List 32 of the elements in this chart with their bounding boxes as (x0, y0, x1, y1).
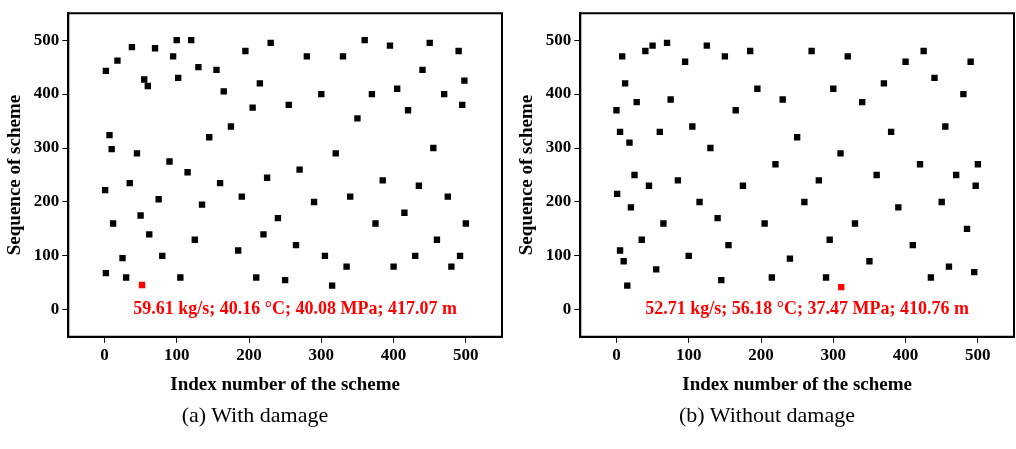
x-tick-label: 400 (892, 345, 919, 365)
x-tick-label: 500 (453, 345, 479, 365)
x-tick-label: 200 (748, 345, 774, 365)
x-tick-label: 200 (236, 345, 262, 365)
x-tick-label: 100 (675, 345, 702, 365)
y-tick-label: 300 (33, 137, 60, 157)
y-tick-label: 400 (545, 83, 572, 103)
x-tick-label: 500 (965, 345, 991, 365)
x-axis-title: Index number of the scheme (682, 372, 913, 394)
x-tick-label: 300 (308, 345, 335, 365)
y-tick-label: 200 (545, 191, 572, 211)
annotation: 52.71 kg/s; 56.18 °C; 37.47 MPa; 410.76 m (645, 298, 969, 319)
y-tick-label: 500 (545, 29, 572, 49)
y-tick-label: 100 (545, 245, 572, 265)
x-tick-label: 0 (612, 345, 621, 365)
x-tick-label: 100 (163, 345, 190, 365)
y-tick-label: 200 (33, 191, 60, 211)
y-tick-label: 0 (50, 299, 60, 319)
y-tick-label: 500 (33, 29, 60, 49)
y-axis-title: Sequence of scheme (3, 94, 25, 256)
y-tick-label: 400 (33, 83, 60, 103)
annotation: 59.61 kg/s; 40.16 °C; 40.08 MPa; 417.07 m (133, 298, 457, 319)
y-tick-label: 100 (33, 245, 60, 265)
x-tick-label: 400 (380, 345, 407, 365)
x-axis-title: Index number of the scheme (170, 372, 401, 394)
x-tick-label: 300 (820, 345, 847, 365)
text: (a) With damage (180, 402, 330, 428)
y-tick-label: 300 (545, 137, 572, 157)
y-axis-title: Sequence of scheme (515, 94, 537, 256)
y-tick-label: 0 (562, 299, 572, 319)
x-tick-label: 0 (100, 345, 109, 365)
text: (b) Without damage (678, 402, 856, 428)
